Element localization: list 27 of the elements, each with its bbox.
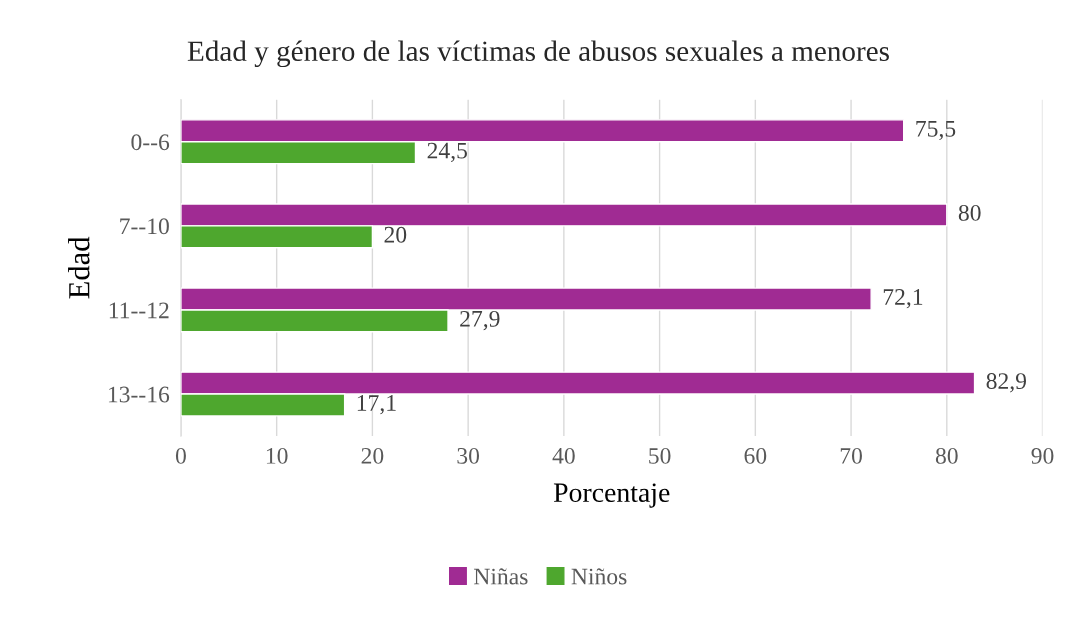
x-axis-title: Porcentaje: [553, 483, 670, 508]
x-tick-label: 70: [840, 447, 862, 464]
data-label: 80: [958, 204, 981, 221]
x-tick-label: 50: [649, 447, 671, 464]
data-label: 27,9: [460, 310, 500, 331]
data-label: 24,5: [427, 142, 467, 162]
legend-label: Niñas: [473, 568, 528, 585]
data-label: 17,1: [357, 395, 396, 415]
x-tick-label: 80: [935, 447, 958, 464]
y-tick-label: 0--6: [131, 134, 170, 151]
legend-label: Niños: [571, 568, 627, 585]
data-label: 75,5: [916, 121, 956, 141]
x-tick-label: 60: [744, 447, 767, 464]
data-label: 72,1: [883, 289, 923, 309]
chart-title: Edad y género de las víctimas de abusos sexuales a menores: [187, 40, 889, 68]
y-tick-label: 11--12: [109, 302, 169, 319]
x-tick-label: 0: [175, 447, 186, 464]
data-label: 82,9: [986, 373, 1027, 393]
y-tick-label: 13--16: [108, 386, 170, 403]
x-tick-label: 10: [266, 447, 288, 464]
x-tick-label: 90: [1031, 447, 1054, 464]
x-tick-label: 20: [361, 447, 384, 464]
x-tick-label: 40: [552, 447, 575, 464]
data-label: 20: [384, 226, 407, 243]
x-tick-label: 30: [457, 447, 480, 464]
y-axis-title: Edad: [68, 236, 90, 299]
y-tick-label: 7--10: [120, 218, 169, 235]
